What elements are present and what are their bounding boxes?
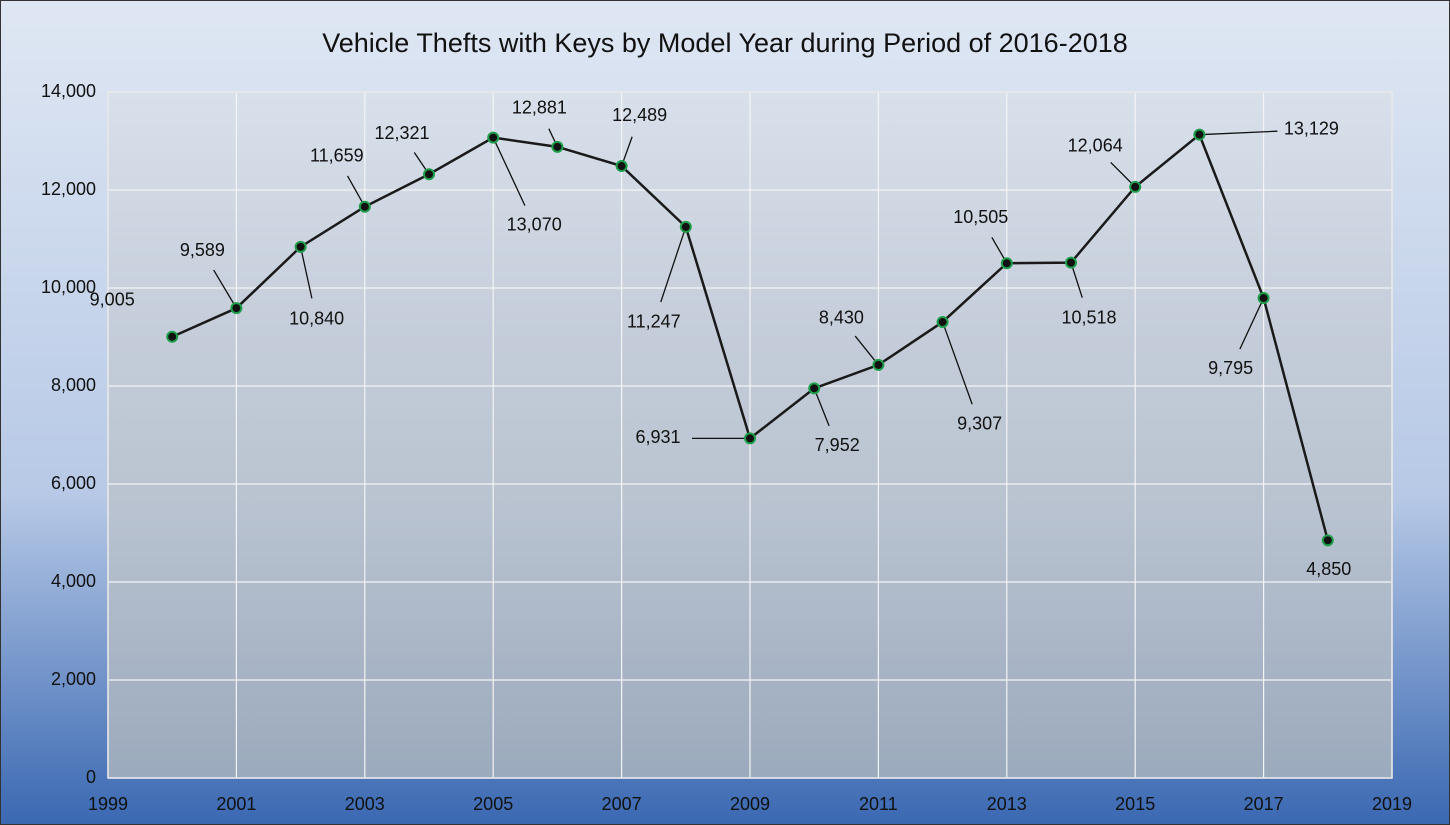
leader-line [299,246,313,299]
data-label: 4,850 [1306,559,1351,579]
x-tick-label: 2017 [1244,794,1284,814]
data-label: 10,505 [953,207,1008,227]
x-tick-label: 2011 [859,794,898,814]
data-point [808,382,821,395]
data-label: 12,321 [374,123,429,143]
data-label: 9,795 [1208,358,1253,378]
leader-line [492,137,526,206]
x-tick-label: 2007 [602,794,642,814]
data-label: 13,070 [507,214,562,234]
data-point [615,160,628,173]
chart-title: Vehicle Thefts with Keys by Model Year d… [322,28,1128,58]
x-tick-label: 2019 [1372,794,1412,814]
data-point [230,302,243,315]
y-tick-label: 2,000 [51,669,96,689]
data-label: 6,931 [635,427,680,447]
data-point [936,315,949,328]
y-tick-label: 12,000 [41,179,96,199]
x-tick-label: 1999 [88,794,128,814]
data-label: 11,659 [310,145,364,165]
leader-line [213,269,237,309]
leader-line [660,226,687,303]
data-point [1321,534,1334,547]
data-point [294,240,307,253]
leader-line [813,388,830,427]
x-tick-label: 2003 [345,794,385,814]
y-tick-label: 10,000 [41,277,96,297]
y-tick-label: 0 [86,767,96,787]
data-point [487,131,500,144]
data-point [872,358,885,371]
data-point [1257,292,1270,305]
data-label: 9,307 [957,414,1002,434]
y-tick-label: 6,000 [51,473,96,493]
data-point [166,330,179,343]
x-tick-label: 2009 [730,794,770,814]
data-point [1129,180,1142,193]
y-tick-label: 4,000 [51,571,96,591]
data-label: 11,247 [627,312,681,332]
data-point [1065,256,1077,269]
data-point [551,140,564,153]
data-label: 12,064 [1068,136,1123,156]
y-tick-label: 8,000 [51,375,96,395]
data-point [423,168,435,181]
data-label: 12,489 [612,105,667,125]
x-tick-label: 2015 [1115,794,1155,814]
data-label: 9,589 [180,240,225,260]
data-point [744,432,756,445]
data-point [679,220,692,233]
x-tick-label: 2001 [216,794,256,814]
leader-line [1199,130,1278,136]
data-label: 13,129 [1284,118,1339,138]
leader-line [854,335,879,366]
data-label: 10,840 [289,309,344,329]
y-tick-label: 14,000 [41,81,96,101]
data-point [358,200,371,213]
data-label: 7,952 [815,435,860,455]
data-label: 9,005 [90,290,135,310]
leader-line [1070,262,1083,298]
data-point [1193,128,1206,141]
data-label: 12,881 [512,98,567,118]
data-point [1000,257,1013,270]
data-label: 8,430 [819,308,864,328]
x-tick-label: 2005 [473,794,513,814]
leader-line [941,321,973,405]
plot-border [107,91,1393,779]
x-tick-label: 2013 [987,794,1027,814]
data-label: 10,518 [1061,307,1116,327]
leader-line [1239,297,1265,350]
